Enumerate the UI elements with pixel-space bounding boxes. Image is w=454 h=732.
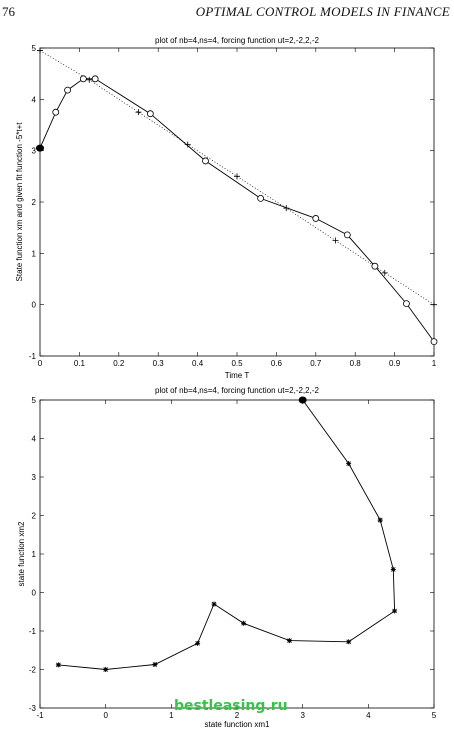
data-point-star xyxy=(55,662,61,668)
y-tick-label: 1 xyxy=(32,550,37,559)
x-tick-label: -1 xyxy=(36,711,44,720)
data-point-star xyxy=(392,608,398,614)
series-line-1 xyxy=(39,78,435,342)
data-point-star xyxy=(241,620,247,626)
chart2-series xyxy=(58,399,396,670)
x-tick-label: 0 xyxy=(38,359,43,368)
chart1-ylabel: State function xm and given fit function… xyxy=(15,122,24,282)
chart1-title: plot of nb=4,ns=4, forcing function ut=2… xyxy=(155,36,319,45)
data-point-star xyxy=(346,461,352,467)
chart1-series xyxy=(39,50,435,342)
data-point-circle xyxy=(430,338,438,346)
data-point-plus xyxy=(283,205,290,212)
data-point-plus xyxy=(332,237,339,244)
x-tick-label: 0.3 xyxy=(153,359,165,368)
data-point-plus xyxy=(381,269,388,276)
data-point-circle xyxy=(64,86,71,94)
data-point-circle xyxy=(312,215,320,222)
y-tick-label: 2 xyxy=(32,198,37,207)
data-point-circle xyxy=(91,75,99,83)
chart2-frame xyxy=(39,399,435,709)
y-tick-label: 5 xyxy=(32,44,37,53)
chart1-markers xyxy=(36,47,438,346)
x-tick-label: 0.7 xyxy=(310,359,322,368)
x-tick-label: 0.8 xyxy=(350,359,362,368)
x-tick-label: 1 xyxy=(169,711,174,720)
data-point-plus xyxy=(184,141,191,148)
data-point-plus xyxy=(86,76,93,83)
data-point-star xyxy=(195,640,201,646)
data-point-circle xyxy=(257,195,265,202)
page-number: 76 xyxy=(2,4,15,19)
chart-time-response: plot of nb=4,ns=4, forcing function ut=2… xyxy=(15,36,438,380)
data-point-star xyxy=(346,639,352,645)
data-point-circle xyxy=(146,110,154,118)
y-tick-label: 4 xyxy=(32,95,37,104)
series-line-1 xyxy=(58,399,396,670)
data-point-plus xyxy=(37,47,43,54)
data-point-circle xyxy=(79,75,87,83)
x-tick-label: 5 xyxy=(432,711,437,720)
x-tick-label: 0.9 xyxy=(389,359,401,368)
data-point-circle xyxy=(343,231,351,239)
x-tick-label: 0 xyxy=(103,711,108,720)
data-point-circle xyxy=(371,262,379,270)
y-tick-label: -3 xyxy=(29,704,37,713)
chart2-markers xyxy=(55,396,398,672)
data-point-star xyxy=(103,667,109,672)
data-point-circle xyxy=(52,108,60,116)
data-point-star xyxy=(390,566,396,572)
x-tick-label: 2 xyxy=(235,711,240,720)
series-line-2 xyxy=(39,50,435,305)
x-tick-label: 0.5 xyxy=(231,359,243,368)
data-point-star xyxy=(287,638,293,644)
chart2-ticks: -1 0 1 2 3 4 5 -3 -2 -1 0 1 2 3 4 5 xyxy=(29,396,437,720)
chart2-ylabel: state function xm2 xyxy=(17,521,26,586)
data-point-plus xyxy=(234,173,240,180)
data-point-circle xyxy=(202,157,209,165)
y-tick-label: 3 xyxy=(32,473,37,482)
data-point-plus xyxy=(431,301,437,308)
data-point-plus xyxy=(135,109,142,116)
start-point-dot xyxy=(36,144,44,152)
data-point-star xyxy=(211,601,217,607)
data-point-circle xyxy=(403,300,410,308)
y-tick-label: -2 xyxy=(29,666,37,675)
chart1-frame xyxy=(39,47,435,357)
x-tick-label: 0.2 xyxy=(113,359,125,368)
start-point-dot xyxy=(298,396,307,404)
y-tick-label: 3 xyxy=(32,147,37,156)
data-point-star xyxy=(152,661,158,667)
y-tick-label: -1 xyxy=(29,627,37,636)
y-tick-label: 4 xyxy=(32,435,37,444)
y-tick-label: 5 xyxy=(32,396,37,405)
x-tick-label: 3 xyxy=(300,711,305,720)
x-tick-label: 0.6 xyxy=(271,359,283,368)
x-tick-label: 4 xyxy=(366,711,371,720)
y-tick-label: 0 xyxy=(32,301,37,310)
y-tick-label: 2 xyxy=(32,512,37,521)
watermark-logo: bestleasing.ru xyxy=(174,698,288,714)
y-tick-label: 1 xyxy=(32,249,37,258)
x-tick-label: 0.4 xyxy=(192,359,204,368)
chart2-xlabel: state function xm1 xyxy=(205,720,270,729)
chart2-title: plot of nb=4,ns=4, forcing function ut=2… xyxy=(155,386,319,395)
running-head: OPTIMAL CONTROL MODELS IN FINANCE xyxy=(195,4,450,19)
y-tick-label: -1 xyxy=(29,352,37,361)
data-point-star xyxy=(377,517,383,523)
chart1-xlabel: Time T xyxy=(225,371,250,380)
x-tick-label: 0.1 xyxy=(74,359,86,368)
chart-phase-plot: plot of nb=4,ns=4, forcing function ut=2… xyxy=(17,386,437,729)
x-tick-label: 1 xyxy=(432,359,437,368)
y-tick-label: 0 xyxy=(32,589,37,598)
